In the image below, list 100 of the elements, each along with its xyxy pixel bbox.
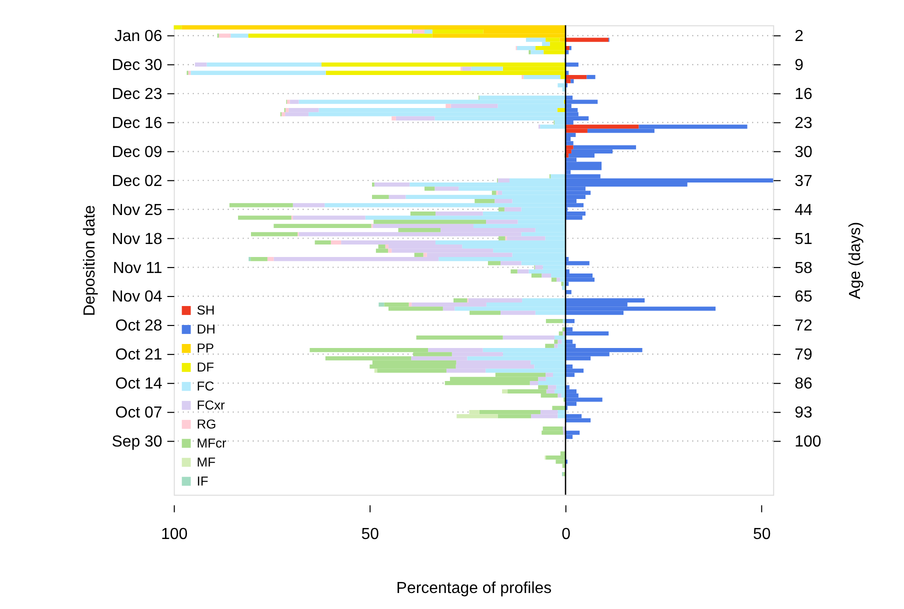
bar (406, 194, 566, 200)
bar (566, 211, 586, 216)
bar (526, 38, 546, 42)
bar (385, 244, 388, 249)
bar (542, 273, 552, 278)
bar (558, 331, 563, 336)
bar (230, 34, 248, 38)
bar (554, 336, 566, 340)
y2-tick-label: 44 (794, 202, 812, 219)
bar (330, 240, 342, 245)
bar (566, 273, 593, 278)
legend-label: PP (196, 340, 214, 356)
bar (314, 240, 331, 245)
bar (542, 426, 563, 431)
bar (238, 216, 292, 220)
bar (190, 70, 326, 75)
bar (540, 124, 566, 129)
bar (488, 261, 501, 266)
bar (218, 34, 231, 38)
bar (566, 149, 572, 154)
bar (432, 29, 484, 34)
bar (410, 211, 436, 216)
bar (521, 232, 566, 236)
bar (566, 368, 584, 373)
bar (474, 199, 495, 204)
y2-tick-label: 79 (794, 346, 812, 364)
y-tick-label: Oct 07 (115, 404, 162, 422)
bar (492, 190, 496, 195)
bar (250, 232, 298, 236)
bar (376, 248, 388, 253)
x-tick-label: 50 (753, 526, 771, 544)
bar (471, 66, 503, 71)
bar (554, 389, 566, 394)
bar (554, 340, 558, 344)
bar (432, 34, 566, 38)
bar (454, 298, 468, 302)
y2-tick-label: 51 (794, 230, 812, 248)
bar (548, 385, 556, 390)
y-tick-label: Dec 30 (112, 57, 162, 74)
bar (454, 306, 566, 311)
bar (174, 25, 182, 30)
y2-tick-label: 65 (794, 288, 812, 306)
bar (462, 66, 472, 71)
bar (566, 166, 602, 170)
bar (566, 74, 587, 80)
bar (287, 100, 290, 104)
bar (182, 25, 566, 30)
bar (374, 220, 486, 224)
bar (566, 178, 774, 182)
bar (570, 79, 574, 84)
bar (378, 244, 386, 249)
y-tick-label: Jan 06 (114, 28, 162, 46)
bar (566, 108, 578, 112)
bar (374, 182, 410, 187)
bar (250, 256, 268, 262)
y-tick-label: Oct 28 (115, 318, 162, 335)
y-tick-label: Dec 02 (112, 172, 162, 190)
x-tick-label: 0 (562, 526, 571, 544)
bar (482, 348, 566, 352)
bar (558, 414, 566, 418)
legend-label: DF (196, 359, 214, 374)
bar (558, 83, 566, 88)
bar (321, 62, 566, 67)
bar (566, 430, 580, 435)
bar (538, 381, 566, 386)
bar (194, 62, 207, 67)
bar (542, 430, 564, 435)
bar (424, 29, 432, 34)
bar (546, 389, 555, 394)
bar (438, 256, 566, 262)
bar (502, 389, 508, 394)
y-tick-label: Dec 09 (112, 144, 162, 161)
bar (498, 178, 510, 182)
legend-label: MFcr (196, 435, 227, 450)
bar (566, 38, 609, 42)
y-tick-label: Dec 16 (112, 115, 162, 132)
bar (365, 216, 566, 220)
bar (370, 364, 456, 369)
bar (566, 162, 602, 166)
y2-tick-label: 37 (794, 172, 812, 190)
bar (435, 240, 566, 245)
bar (558, 340, 562, 344)
bar (558, 393, 562, 398)
bar (500, 310, 536, 315)
bar (326, 70, 566, 75)
bar (566, 389, 576, 394)
bar (292, 203, 325, 208)
y-tick-label: Dec 23 (112, 86, 162, 104)
legend-label: MF (196, 454, 216, 470)
bar (566, 100, 598, 104)
legend-label: SH (196, 302, 215, 318)
bar (566, 132, 576, 137)
legend-label: IF (196, 473, 208, 488)
bar (479, 410, 540, 414)
y2-tick-label: 2 (794, 28, 804, 46)
bar (423, 252, 427, 257)
bar (566, 216, 582, 220)
bar (372, 194, 389, 200)
bar (566, 190, 591, 195)
y2-tick-label: 72 (794, 318, 812, 335)
